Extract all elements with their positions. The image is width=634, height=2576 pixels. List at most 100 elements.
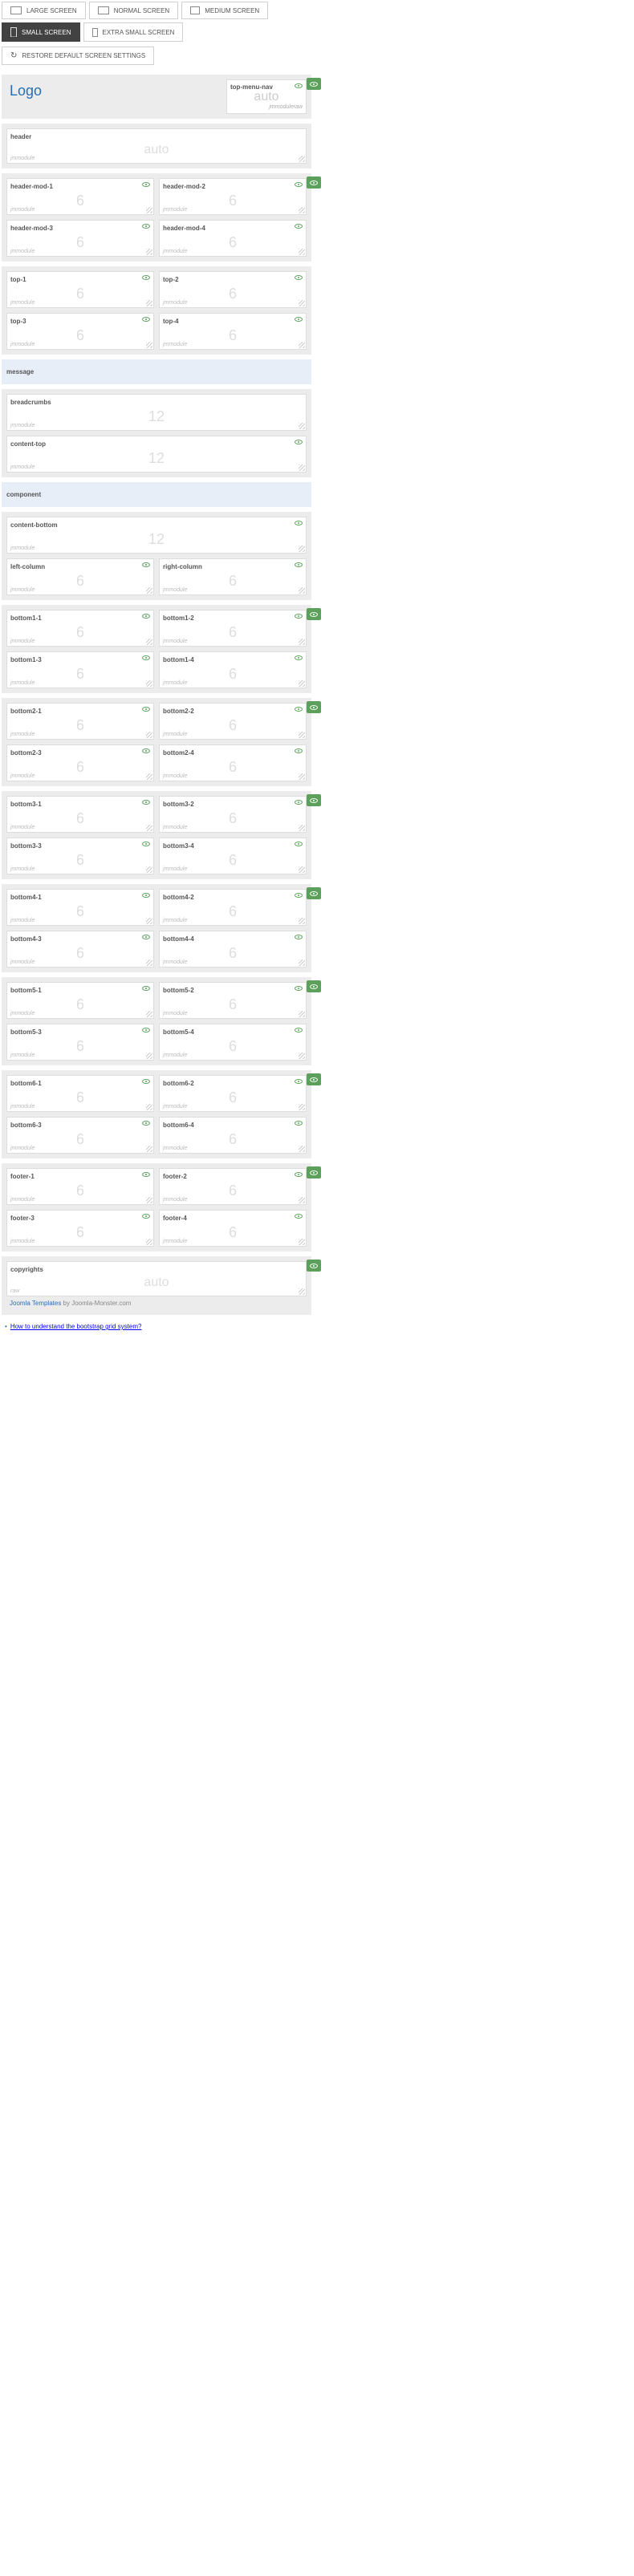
content-bottom-module[interactable]: content-bottom 12 jmmodule xyxy=(6,517,307,554)
top-module[interactable]: top-46jmmodule xyxy=(159,313,307,350)
tab-normal[interactable]: NORMAL SCREEN xyxy=(89,2,179,19)
tab-small[interactable]: SMALL SCREEN xyxy=(2,22,80,42)
resize-handle[interactable] xyxy=(299,773,305,780)
eye-icon[interactable] xyxy=(142,655,150,660)
eye-icon[interactable] xyxy=(142,614,150,619)
bottom1-module[interactable]: bottom1-16jmmodule xyxy=(6,610,154,647)
eye-icon[interactable] xyxy=(142,275,150,280)
joomla-templates-link[interactable]: Joomla Templates xyxy=(10,1300,61,1307)
resize-handle[interactable] xyxy=(146,249,152,255)
eye-icon[interactable] xyxy=(142,748,150,753)
eye-icon[interactable] xyxy=(295,1079,303,1084)
header-module[interactable]: header auto jmmodule xyxy=(6,128,307,164)
eye-icon[interactable] xyxy=(142,1214,150,1219)
bottom6-module[interactable]: bottom6-36jmmodule xyxy=(6,1117,154,1154)
tab-xsmall[interactable]: EXTRA SMALL SCREEN xyxy=(83,22,184,42)
bottom4-module[interactable]: bottom4-46jmmodule xyxy=(159,931,307,968)
eye-icon[interactable] xyxy=(295,182,303,187)
eye-icon[interactable] xyxy=(295,317,303,322)
tab-medium[interactable]: MEDIUM SCREEN xyxy=(181,2,268,19)
resize-handle[interactable] xyxy=(146,680,152,687)
bottom5-module[interactable]: bottom5-46jmmodule xyxy=(159,1024,307,1061)
eye-icon[interactable] xyxy=(295,707,303,712)
bottom2-module[interactable]: bottom2-16jmmodule xyxy=(6,703,154,740)
resize-handle[interactable] xyxy=(299,249,305,255)
eye-icon[interactable] xyxy=(142,182,150,187)
eye-icon[interactable] xyxy=(295,1028,303,1032)
bottom1-module[interactable]: bottom1-26jmmodule xyxy=(159,610,307,647)
eye-icon[interactable] xyxy=(295,440,303,444)
right-column-module[interactable]: right-column 6 jmmodule xyxy=(159,558,307,595)
eye-icon[interactable] xyxy=(142,935,150,939)
resize-handle[interactable] xyxy=(299,732,305,738)
eye-icon[interactable] xyxy=(142,1172,150,1177)
eye-icon[interactable] xyxy=(142,986,150,991)
visibility-badge[interactable] xyxy=(307,176,321,189)
bottom4-module[interactable]: bottom4-36jmmodule xyxy=(6,931,154,968)
bottom5-module[interactable]: bottom5-36jmmodule xyxy=(6,1024,154,1061)
header-mod-module[interactable]: header-mod-16jmmodule xyxy=(6,178,154,215)
resize-handle[interactable] xyxy=(299,342,305,348)
resize-handle[interactable] xyxy=(299,423,305,429)
restore-button[interactable]: ↻RESTORE DEFAULT SCREEN SETTINGS xyxy=(2,47,154,65)
resize-handle[interactable] xyxy=(299,300,305,306)
resize-handle[interactable] xyxy=(299,918,305,924)
resize-handle[interactable] xyxy=(146,773,152,780)
resize-handle[interactable] xyxy=(146,732,152,738)
bottom6-module[interactable]: bottom6-46jmmodule xyxy=(159,1117,307,1154)
resize-handle[interactable] xyxy=(299,866,305,873)
resize-handle[interactable] xyxy=(299,825,305,831)
bottom3-module[interactable]: bottom3-36jmmodule xyxy=(6,838,154,874)
bottom3-module[interactable]: bottom3-16jmmodule xyxy=(6,796,154,833)
eye-icon[interactable] xyxy=(295,800,303,805)
tab-large[interactable]: LARGE SCREEN xyxy=(2,2,86,19)
header-mod-module[interactable]: header-mod-36jmmodule xyxy=(6,220,154,257)
bottom5-module[interactable]: bottom5-26jmmodule xyxy=(159,982,307,1019)
bottom2-module[interactable]: bottom2-36jmmodule xyxy=(6,744,154,781)
resize-handle[interactable] xyxy=(299,1197,305,1203)
eye-icon[interactable] xyxy=(142,1121,150,1126)
eye-icon[interactable] xyxy=(295,842,303,846)
resize-handle[interactable] xyxy=(299,680,305,687)
resize-handle[interactable] xyxy=(299,1011,305,1017)
resize-handle[interactable] xyxy=(146,587,152,594)
eye-icon[interactable] xyxy=(295,1172,303,1177)
top-module[interactable]: top-16jmmodule xyxy=(6,271,154,308)
resize-handle[interactable] xyxy=(299,546,305,552)
eye-icon[interactable] xyxy=(295,655,303,660)
header-mod-module[interactable]: header-mod-46jmmodule xyxy=(159,220,307,257)
bottom2-module[interactable]: bottom2-46jmmodule xyxy=(159,744,307,781)
visibility-badge[interactable] xyxy=(307,794,321,806)
resize-handle[interactable] xyxy=(146,207,152,213)
eye-icon[interactable] xyxy=(295,935,303,939)
visibility-badge[interactable] xyxy=(307,1073,321,1085)
resize-handle[interactable] xyxy=(146,1239,152,1245)
resize-handle[interactable] xyxy=(299,639,305,645)
resize-handle[interactable] xyxy=(146,639,152,645)
eye-icon[interactable] xyxy=(295,986,303,991)
visibility-badge[interactable] xyxy=(307,980,321,992)
eye-icon[interactable] xyxy=(295,1214,303,1219)
bottom6-module[interactable]: bottom6-16jmmodule xyxy=(6,1075,154,1112)
bottom6-module[interactable]: bottom6-26jmmodule xyxy=(159,1075,307,1112)
resize-handle[interactable] xyxy=(146,1197,152,1203)
footer-module[interactable]: footer-36jmmodule xyxy=(6,1210,154,1247)
bottom5-module[interactable]: bottom5-16jmmodule xyxy=(6,982,154,1019)
visibility-badge[interactable] xyxy=(307,887,321,899)
bottom4-module[interactable]: bottom4-16jmmodule xyxy=(6,889,154,926)
footer-module[interactable]: footer-16jmmodule xyxy=(6,1168,154,1205)
eye-icon[interactable] xyxy=(142,800,150,805)
resize-handle[interactable] xyxy=(146,1053,152,1059)
eye-icon[interactable] xyxy=(142,1028,150,1032)
resize-handle[interactable] xyxy=(146,1011,152,1017)
resize-handle[interactable] xyxy=(146,918,152,924)
eye-icon[interactable] xyxy=(295,275,303,280)
eye-icon[interactable] xyxy=(142,224,150,229)
visibility-badge[interactable] xyxy=(307,78,321,90)
resize-handle[interactable] xyxy=(146,342,152,348)
resize-handle[interactable] xyxy=(299,1288,305,1295)
eye-icon[interactable] xyxy=(295,1121,303,1126)
visibility-badge[interactable] xyxy=(307,701,321,713)
eye-icon[interactable] xyxy=(295,748,303,753)
content-top-module[interactable]: content-top 12 jmmodule xyxy=(6,436,307,473)
